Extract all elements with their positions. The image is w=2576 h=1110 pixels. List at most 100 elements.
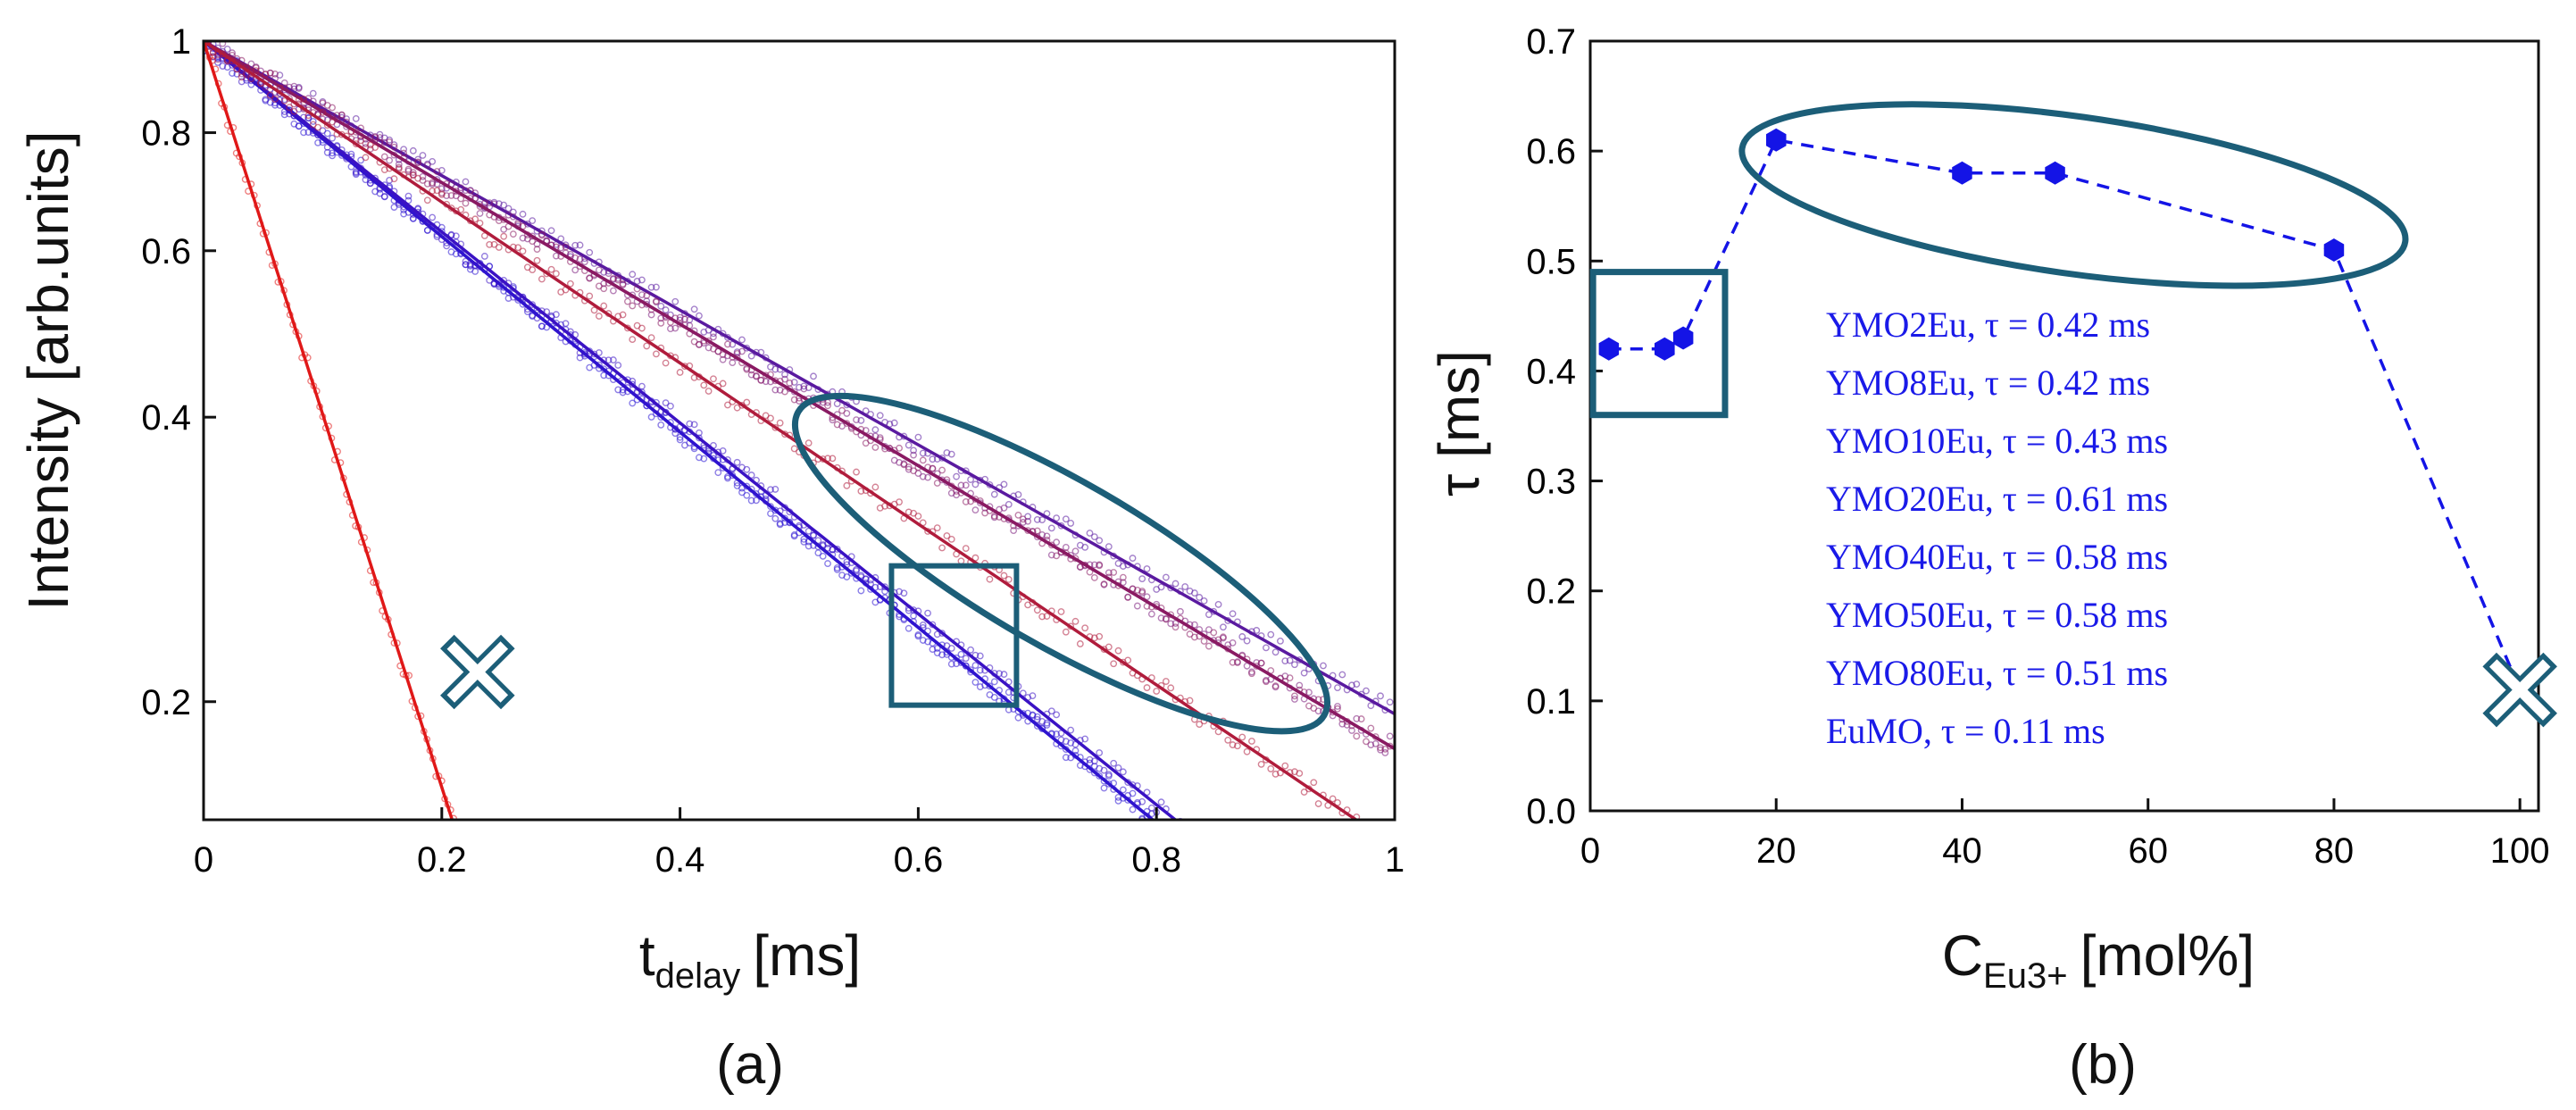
panel-a-data-point: [1190, 589, 1198, 597]
panel-a-data-point: [1334, 703, 1341, 710]
panel-a-data-point: [619, 280, 627, 288]
panel-a-data-point: [533, 256, 541, 264]
panel-a-data-point: [1353, 732, 1361, 740]
panel-a-data-point: [905, 463, 913, 471]
panel-a-data-point: [1071, 617, 1080, 625]
panel-a-data-point: [404, 192, 413, 200]
panel-b-y-axis-label: τ [ms]: [1427, 350, 1491, 497]
panel-a-data-point: [1143, 565, 1151, 572]
panel-a-data-point: [1181, 583, 1189, 590]
panel-a-data-point: [1005, 576, 1013, 583]
panel-a-data-point: [386, 156, 394, 164]
panel-a-data-point: [1224, 737, 1232, 744]
panel-b-x-axis-label: CEu3+ [mol%]: [1942, 923, 2255, 996]
panel-b-x-axis-label-sub: Eu3+: [1983, 956, 2068, 996]
panel-a-data-point: [1105, 543, 1113, 551]
panel-a-data-point: [947, 450, 955, 458]
panel-a-data-point: [1005, 501, 1013, 508]
panel-a-data-point: [1014, 511, 1022, 519]
panel-a-data-point: [1157, 583, 1165, 591]
panel-a-data-point: [829, 416, 837, 424]
panel-a-fit-line: [204, 41, 1155, 820]
panel-a-data-point: [490, 280, 498, 288]
panel-a-data-point: [919, 449, 927, 457]
panel-a-data-point: [957, 557, 965, 565]
panel-a-data-point: [671, 297, 679, 305]
panel-a-data-point: [1186, 630, 1194, 638]
panel-a-data-point: [486, 241, 494, 248]
panel-a-data-point: [490, 200, 498, 208]
panel-a-data-point: [1133, 602, 1141, 610]
panel-a-x-tick-label: 0: [194, 840, 213, 880]
panel-a-data-point: [1300, 669, 1308, 677]
panel-a-data-point: [519, 234, 527, 242]
panel-a-data-point: [910, 451, 917, 459]
panel-a-data-point: [857, 488, 865, 495]
panel-a-data-point: [1096, 772, 1104, 780]
panel-a-data-point: [624, 297, 631, 305]
panel-a-data-point: [233, 70, 241, 78]
panel-a-data-point: [824, 560, 831, 567]
panel-a-data-point: [271, 96, 279, 103]
panel-a-data-point: [1234, 659, 1241, 666]
panel-a-data-point: [871, 483, 880, 491]
panel-a-data-point: [1300, 789, 1308, 796]
panel-a-data-point: [309, 118, 317, 125]
panel-a-data-point: [1062, 628, 1070, 636]
panel-a-data-point: [1286, 656, 1294, 664]
panel-a-axes-frame: [202, 39, 1396, 822]
panel-a-x-axis-label-unit: [ms]: [753, 923, 861, 988]
panel-a-data-point: [1377, 692, 1384, 700]
panel-a-data-point: [876, 412, 884, 420]
panel-a-data-point: [786, 380, 794, 387]
panel-a-data-point: [771, 386, 779, 394]
panel-a-data-point: [947, 535, 955, 543]
panel-a-data-point: [400, 146, 408, 154]
panel-a-data-point: [629, 302, 637, 310]
panel-a-data-point: [533, 246, 541, 253]
panel-a-data-point: [1038, 718, 1046, 725]
panel-a-data-point: [743, 465, 751, 473]
panel-a-data-point: [223, 46, 231, 53]
panel-a-data-point: [767, 414, 774, 422]
panel-a-data-point: [929, 464, 937, 472]
panel-a-data-point: [1378, 826, 1383, 831]
panel-a-data-point: [1010, 527, 1018, 534]
panel-a-data-point: [738, 488, 746, 497]
panel-a-data-point: [905, 508, 913, 516]
panel-a-data-point: [490, 240, 498, 248]
panel-a-data-point: [1271, 682, 1280, 689]
panel-a-data-point: [400, 149, 408, 157]
panel-a-data-point: [653, 283, 660, 291]
panel-a-data-point: [905, 441, 913, 449]
panel-a-data-point: [500, 201, 508, 209]
panel-a-data-point: [1154, 829, 1159, 834]
panel-a-data-point: [266, 69, 274, 77]
panel-a-data-point: [843, 561, 851, 569]
panel-a-data-point: [804, 542, 813, 550]
panel-a-data-point: [433, 233, 441, 240]
panel-b-legend-entry: YMO10Eu, τ = 0.43 ms: [1826, 421, 2168, 461]
panel-a-data-point: [1167, 620, 1175, 628]
panel-a: 0 0.2 0.4 0.6 0.8 1 0.2 0.4 0.6 0.8 1 Intensity [a…: [16, 22, 1405, 1096]
panel-a-data-point: [1014, 490, 1022, 498]
panel-a-data-point: [423, 227, 431, 234]
panel-a-data-point: [624, 384, 631, 391]
panel-a-data-point: [1110, 759, 1118, 767]
panel-a-data-point: [629, 336, 637, 344]
panel-a-data-point: [362, 176, 370, 184]
panel-a-data-point: [804, 527, 813, 535]
panel-a-data-point: [219, 63, 227, 70]
panel-a-data-point: [1071, 747, 1080, 755]
panel-a-data-point: [533, 314, 541, 322]
panel-a-data-point: [1090, 533, 1098, 541]
panel-a-data-point: [990, 490, 998, 498]
panel-a-data-point: [676, 433, 684, 441]
panel-a-data-point: [814, 537, 822, 545]
panel-a-data-point: [1067, 520, 1075, 527]
panel-a-data-point: [1210, 629, 1218, 637]
panel-a-data-point: [1100, 766, 1108, 774]
panel-a-data-point: [595, 266, 603, 274]
panel-a-data-point: [781, 388, 788, 396]
